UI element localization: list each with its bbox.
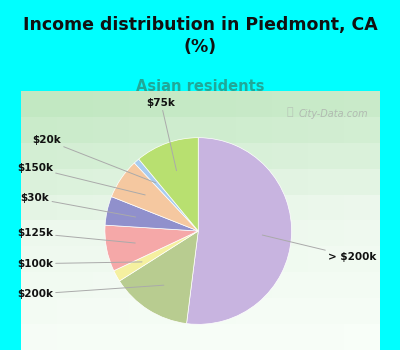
Text: $200k: $200k (17, 285, 164, 299)
Text: $100k: $100k (17, 259, 142, 269)
Wedge shape (112, 163, 198, 231)
Wedge shape (105, 197, 198, 231)
Text: City-Data.com: City-Data.com (299, 109, 368, 119)
Text: ⓘ: ⓘ (286, 106, 293, 117)
Text: $75k: $75k (146, 98, 176, 171)
Wedge shape (186, 138, 292, 324)
Wedge shape (105, 225, 198, 271)
Text: Asian residents: Asian residents (136, 79, 264, 94)
Wedge shape (114, 231, 198, 281)
Wedge shape (134, 159, 198, 231)
Text: $30k: $30k (20, 193, 136, 217)
Wedge shape (120, 231, 198, 324)
Text: Income distribution in Piedmont, CA
(%): Income distribution in Piedmont, CA (%) (23, 16, 377, 56)
Text: $150k: $150k (17, 163, 145, 195)
Text: > $200k: > $200k (262, 235, 376, 262)
Text: $20k: $20k (32, 135, 156, 183)
Text: $125k: $125k (17, 228, 135, 243)
Wedge shape (139, 138, 198, 231)
